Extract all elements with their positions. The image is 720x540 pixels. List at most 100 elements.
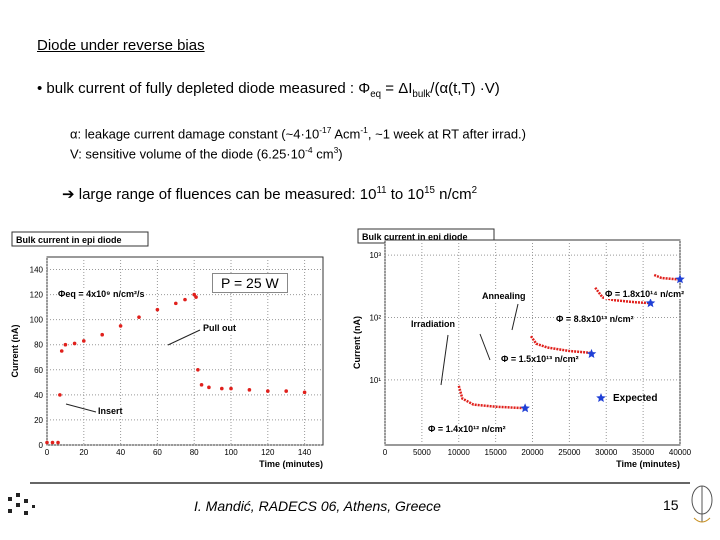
x-tick-label: 5000 — [413, 448, 431, 457]
power-box: P = 25 W — [212, 273, 288, 293]
slide-title: Diode under reverse bias — [37, 37, 205, 54]
text: , ~1 week at RT after irrad.) — [367, 126, 526, 142]
data-point — [155, 307, 160, 312]
bullet: • bulk current of fully depleted diode m… — [37, 80, 500, 100]
annotation-arrow — [440, 334, 449, 386]
x-tick-label: 10000 — [448, 448, 471, 457]
data-point — [118, 324, 123, 328]
x-tick-label: 40 — [116, 448, 125, 457]
data-point — [50, 440, 55, 445]
y-axis-label: Current (nA) — [352, 316, 362, 369]
text: cm — [312, 146, 334, 162]
data-point — [199, 383, 204, 387]
x-tick-label: 0 — [45, 448, 50, 457]
x-tick-label: 80 — [190, 448, 199, 457]
data-point — [645, 298, 656, 308]
data-point — [59, 349, 64, 353]
y-axis-label: Current (nA) — [10, 325, 20, 378]
annotation-bg — [427, 424, 507, 434]
annotation-arrow — [511, 303, 519, 331]
y-tick-label: 10³ — [369, 251, 381, 260]
annotation-bg — [500, 354, 580, 364]
annotation: Φeq = 4x10⁹ n/cm²/s — [58, 289, 144, 299]
y-tick-label: 10¹ — [369, 376, 381, 385]
x-tick-label: 35000 — [632, 448, 655, 457]
data-point — [183, 297, 187, 302]
annotation: Φ = 1.5x10¹³ n/cm² — [501, 354, 579, 364]
annotation-bg — [410, 319, 457, 329]
superscript: 3 — [333, 145, 339, 155]
annotation: Φ = 1.8x10¹⁴ n/cm² — [605, 289, 684, 299]
page-number: 15 — [663, 497, 679, 513]
data-point — [520, 403, 530, 413]
x-tick-label: 25000 — [558, 448, 581, 457]
annotation: Annealing — [482, 291, 526, 301]
annotation: Φ = 8.8x10¹³ n/cm² — [556, 314, 634, 324]
y-tick-label: 10² — [369, 313, 381, 322]
annotation-bg — [202, 323, 237, 333]
data-point — [220, 386, 224, 391]
data-point — [100, 332, 104, 337]
data-point — [586, 348, 597, 358]
y-tick-label: 40 — [34, 391, 43, 400]
annotation-arrow — [479, 333, 491, 361]
data-point — [675, 274, 685, 284]
text: Acm — [331, 126, 361, 142]
title-box — [11, 231, 149, 247]
data-point — [302, 390, 307, 395]
annotation: Insert — [98, 406, 123, 416]
x-tick-label: 60 — [153, 448, 162, 457]
range-line: ➔ large range of fluences can be measure… — [62, 185, 477, 203]
text: α: leakage current damage constant (~4·1… — [70, 126, 320, 142]
y-tick-label: 20 — [34, 416, 43, 425]
annotation-bg — [97, 406, 124, 416]
annotation-arrow — [167, 329, 201, 346]
annotation-bg — [604, 289, 686, 299]
superscript: -1 — [360, 125, 368, 135]
alpha-line: α: leakage current damage constant (~4·1… — [70, 125, 526, 141]
text: V: sensitive volume of the diode (6.25·1… — [70, 146, 306, 162]
data-line — [457, 273, 681, 410]
chart: Bulk current in epi diode Current (nA) Tim… — [10, 231, 324, 469]
chart-title: Bulk current in epi diode — [362, 232, 468, 242]
legend-label: Expected — [613, 393, 657, 404]
data-point — [207, 385, 211, 390]
y-tick-label: 0 — [39, 441, 44, 450]
chart: Bulk current in epi diode Current (nA) Tim… — [352, 228, 692, 469]
data-point — [229, 386, 233, 391]
data-point — [82, 339, 86, 343]
emblem — [691, 485, 713, 523]
annotation: Φ = 1.4x10¹² n/cm² — [428, 424, 506, 434]
x-tick-label: 40000 — [669, 448, 692, 457]
x-tick-label: 0 — [383, 448, 388, 457]
y-tick-label: 60 — [34, 366, 43, 375]
annotation-arrow — [65, 403, 97, 413]
text: ) — [338, 146, 343, 162]
data-point — [72, 341, 77, 346]
logo — [8, 493, 35, 515]
data-point — [58, 393, 62, 397]
text: /(α(t,T) ·V) — [430, 80, 500, 97]
data-point — [194, 295, 198, 299]
x-axis-label: Time (minutes) — [616, 459, 680, 469]
data-point — [45, 440, 49, 445]
text: to 10 — [386, 186, 425, 203]
x-axis-label: Time (minutes) — [259, 459, 323, 469]
superscript: -17 — [319, 125, 332, 135]
text: = ΔI — [381, 80, 413, 97]
x-tick-label: 15000 — [485, 448, 508, 457]
x-tick-label: 20000 — [521, 448, 544, 457]
superscript: 2 — [471, 185, 478, 196]
annotation-bg — [481, 291, 527, 301]
data-point — [192, 292, 196, 297]
y-tick-label: 140 — [30, 266, 44, 275]
x-tick-label: 140 — [298, 448, 312, 457]
x-tick-label: 100 — [224, 448, 238, 457]
annotation: Irradiation — [411, 319, 455, 329]
annotation: Pull out — [203, 323, 236, 333]
data-point — [284, 389, 289, 393]
data-point — [247, 388, 252, 392]
annotation-bg — [57, 289, 146, 299]
superscript: 15 — [424, 185, 435, 196]
